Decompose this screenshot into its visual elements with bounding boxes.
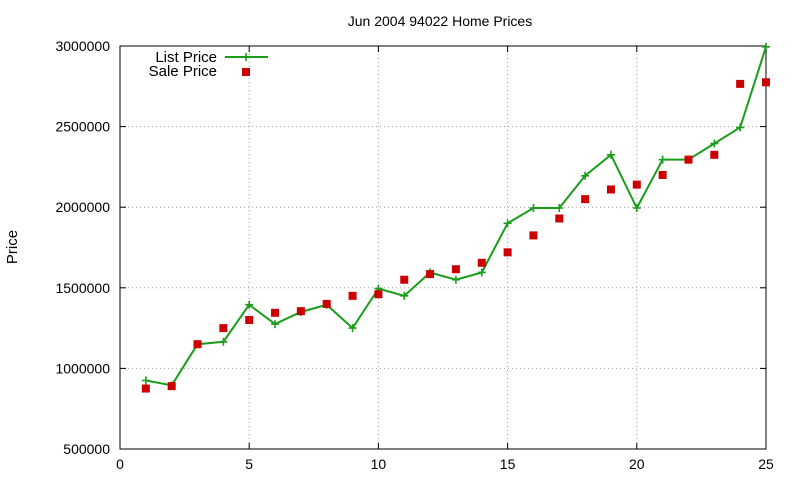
sale-price-point	[736, 79, 745, 88]
sale-price-point	[581, 195, 590, 204]
y-tick-label: 2500000	[55, 119, 110, 135]
list-price-point	[606, 150, 615, 159]
list-price-point	[245, 300, 254, 309]
plot-frame	[119, 45, 767, 450]
legend-label-sale-price: Sale Price	[149, 63, 217, 80]
list-price-point	[529, 204, 538, 213]
legend-label-list-price: List Price	[155, 49, 217, 66]
sale-price-point	[426, 270, 435, 279]
x-tick-label: 20	[629, 456, 645, 472]
y-tick-label: 3000000	[55, 38, 110, 54]
sale-price-point	[762, 78, 770, 87]
sale-price-point	[477, 258, 486, 267]
grid-lines	[120, 46, 766, 449]
axis-ticks: 0 5 10 15 20 25 500000 1000000 1500000 2000000 250…	[55, 38, 774, 472]
sale-price-point	[271, 308, 280, 317]
legend-marker-list-price	[242, 53, 250, 61]
sale-price-point	[296, 307, 305, 316]
sale-price-point	[245, 316, 254, 325]
list-price-point	[477, 268, 486, 277]
sale-price-point	[400, 275, 409, 284]
sale-price-point	[606, 185, 615, 194]
legend: List Price Sale Price	[149, 49, 268, 80]
data-series	[141, 42, 770, 393]
sale-price-point	[451, 265, 460, 274]
list-price-line	[145, 46, 767, 387]
sale-price-point	[503, 248, 512, 257]
list-price-point	[348, 324, 357, 333]
sale-price-point	[193, 340, 202, 349]
sale-price-point	[322, 299, 331, 308]
list-price-point	[581, 171, 590, 180]
y-tick-label: 1500000	[55, 280, 110, 296]
list-price-point	[762, 42, 770, 51]
legend-marker-sale-price	[242, 68, 250, 76]
sale-price-point	[167, 382, 176, 391]
x-tick-label: 15	[500, 456, 516, 472]
x-tick-label: 25	[758, 456, 774, 472]
x-tick-label: 10	[371, 456, 387, 472]
list-price-point	[219, 337, 228, 346]
sale-price-point	[141, 384, 150, 393]
sale-price-point	[348, 291, 357, 300]
list-price-point	[658, 155, 667, 164]
list-price-point	[632, 204, 641, 213]
list-price-point	[555, 204, 564, 213]
chart-title: Jun 2004 94022 Home Prices	[348, 13, 532, 29]
x-tick-label: 0	[116, 456, 124, 472]
list-price-point	[451, 275, 460, 284]
y-tick-label: 2000000	[55, 199, 110, 215]
y-tick-label: 500000	[63, 441, 110, 457]
list-price-point	[400, 291, 409, 300]
list-price-point	[736, 123, 745, 132]
list-price-point	[710, 139, 719, 148]
sale-price-point	[374, 290, 383, 299]
x-tick-label: 5	[245, 456, 253, 472]
list-price-point	[503, 219, 512, 228]
sale-price-point	[529, 231, 538, 240]
y-axis-label: Price	[4, 230, 21, 264]
sale-price-point	[684, 155, 693, 164]
sale-price-point	[632, 180, 641, 189]
list-price-point	[271, 320, 280, 329]
sale-price-point	[658, 170, 667, 179]
sale-price-point	[555, 214, 564, 223]
list-price-point	[141, 376, 150, 385]
sale-price-point	[710, 150, 719, 159]
y-tick-label: 1000000	[55, 360, 110, 376]
sale-price-point	[219, 324, 228, 333]
